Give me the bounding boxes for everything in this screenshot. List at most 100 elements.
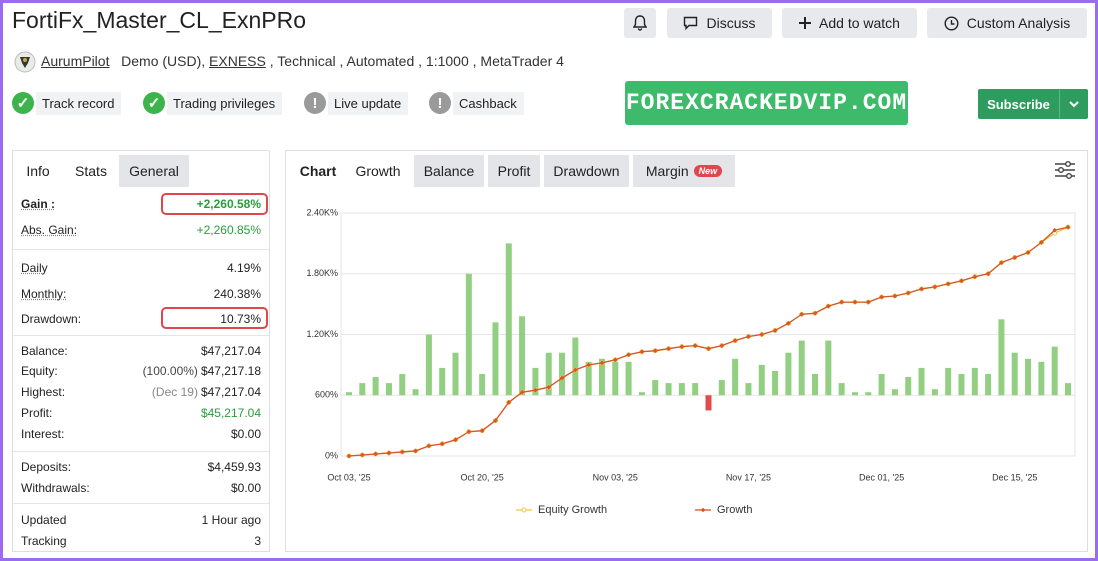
- subscribe-button[interactable]: Subscribe: [978, 89, 1088, 119]
- point: [346, 453, 352, 459]
- stat-row: Tracking 3: [21, 532, 261, 550]
- point: [639, 349, 645, 355]
- tab-active[interactable]: Stats: [63, 155, 119, 187]
- bar: [385, 383, 392, 396]
- stat-row: Updated 1 Hour ago: [21, 511, 261, 529]
- subscribe-label: Subscribe: [987, 96, 1050, 112]
- tab[interactable]: Profit: [488, 155, 540, 187]
- tab[interactable]: Balance: [414, 155, 484, 187]
- x-tick-label: Oct 03, '25: [327, 472, 370, 482]
- subscribe-dropdown[interactable]: [1059, 89, 1088, 119]
- y-tick-label: 0%: [325, 450, 338, 460]
- bar: [638, 392, 645, 396]
- user-link[interactable]: AurumPilot: [41, 53, 110, 69]
- bar: [519, 316, 526, 396]
- point: [506, 400, 512, 405]
- bar: [572, 337, 579, 396]
- stat-value: 240.38%: [213, 287, 261, 301]
- stat-value: $4,459.93: [207, 460, 261, 474]
- bar: [505, 243, 512, 396]
- bar: [971, 367, 978, 396]
- chart: 0% 600% 1.20K% 1.80K% 2.40K% Oct 03, '25 Oct 2…: [306, 207, 1076, 516]
- point: [812, 310, 818, 316]
- point: [879, 294, 884, 300]
- point: [493, 418, 498, 423]
- point: [453, 437, 458, 443]
- badge-label: Trading privileges: [167, 91, 283, 115]
- point: [426, 443, 432, 449]
- stat-row: Balance: $47,217.04: [21, 342, 261, 360]
- analysis-button[interactable]: Custom Analysis: [927, 8, 1087, 38]
- bar: [598, 358, 605, 396]
- point: [985, 271, 991, 277]
- stat-row: Profit: $45,217.04: [21, 404, 261, 422]
- new-badge: New: [693, 165, 723, 177]
- point: [360, 452, 365, 458]
- point: [466, 429, 472, 434]
- tab[interactable]: Drawdown: [544, 155, 629, 187]
- badge: ✓ Trading privileges: [143, 91, 283, 115]
- point: [700, 507, 706, 513]
- point: [852, 299, 858, 305]
- bar: [825, 340, 832, 396]
- bar: [772, 370, 779, 396]
- stat-note: (100.00%): [142, 364, 198, 378]
- legend-label: Growth: [717, 504, 752, 516]
- bar: [678, 383, 685, 396]
- alert-icon: !: [304, 92, 326, 114]
- watch-button[interactable]: Add to watch: [782, 8, 917, 38]
- tab[interactable]: General: [119, 155, 189, 187]
- bar: [798, 340, 805, 396]
- bar: [492, 322, 499, 396]
- stat-label: Profit:: [21, 406, 53, 420]
- bar: [545, 352, 552, 396]
- tab[interactable]: Margin New: [633, 155, 735, 187]
- x-tick-label: Oct 20, '25: [461, 472, 504, 482]
- point: [1065, 224, 1071, 230]
- point: [905, 290, 911, 296]
- stat-label: Interest:: [21, 427, 65, 441]
- stat-value: $47,217.04: [200, 385, 261, 399]
- bar: [1065, 383, 1071, 396]
- badge-label: Track record: [36, 91, 122, 115]
- bar: [439, 367, 446, 396]
- stat-value: $0.00: [230, 427, 261, 441]
- tab-label: Margin: [645, 163, 689, 179]
- stat-row: Withdrawals: $0.00: [21, 479, 261, 497]
- point: [413, 448, 418, 454]
- bar: [559, 352, 566, 396]
- point: [919, 286, 924, 292]
- stat-row: Equity: (100.00%) $47,217.18: [21, 362, 261, 380]
- point: [786, 321, 791, 326]
- point: [533, 387, 538, 393]
- stat-label: Deposits:: [21, 460, 72, 474]
- point: [521, 507, 527, 513]
- x-tick-label: Dec 01, '25: [859, 472, 904, 482]
- point: [892, 293, 898, 299]
- point: [865, 299, 871, 305]
- tab-active[interactable]: Growth: [346, 155, 410, 187]
- notify-button[interactable]: [624, 8, 656, 38]
- bar: [692, 383, 699, 396]
- badge-label: Cashback: [453, 91, 524, 115]
- point: [439, 441, 445, 447]
- bar: [891, 389, 898, 396]
- separator: [13, 249, 269, 250]
- discuss-button[interactable]: Discuss: [667, 8, 772, 38]
- stat-value: +2,260.58%: [196, 197, 261, 211]
- point: [772, 328, 778, 333]
- point: [692, 343, 698, 348]
- stat-row: Abs. Gain: +2,260.85%: [21, 221, 261, 239]
- separator: [13, 503, 269, 504]
- point: [519, 389, 525, 395]
- chart-panel: Chart Growth Balance Profit Drawdown Mar…: [285, 150, 1088, 552]
- tab[interactable]: Info: [13, 155, 63, 187]
- button-label: Discuss: [706, 15, 756, 31]
- broker-link[interactable]: EXNESS: [209, 53, 266, 69]
- bar: [479, 373, 486, 396]
- stat-row: Gain : +2,260.58%: [21, 195, 261, 213]
- stat-row: Highest: (Dec 19) $47,217.04: [21, 383, 261, 401]
- stat-row: Daily 4.19%: [21, 259, 261, 277]
- settings-icon[interactable]: [1054, 160, 1076, 180]
- bar: [1011, 352, 1018, 396]
